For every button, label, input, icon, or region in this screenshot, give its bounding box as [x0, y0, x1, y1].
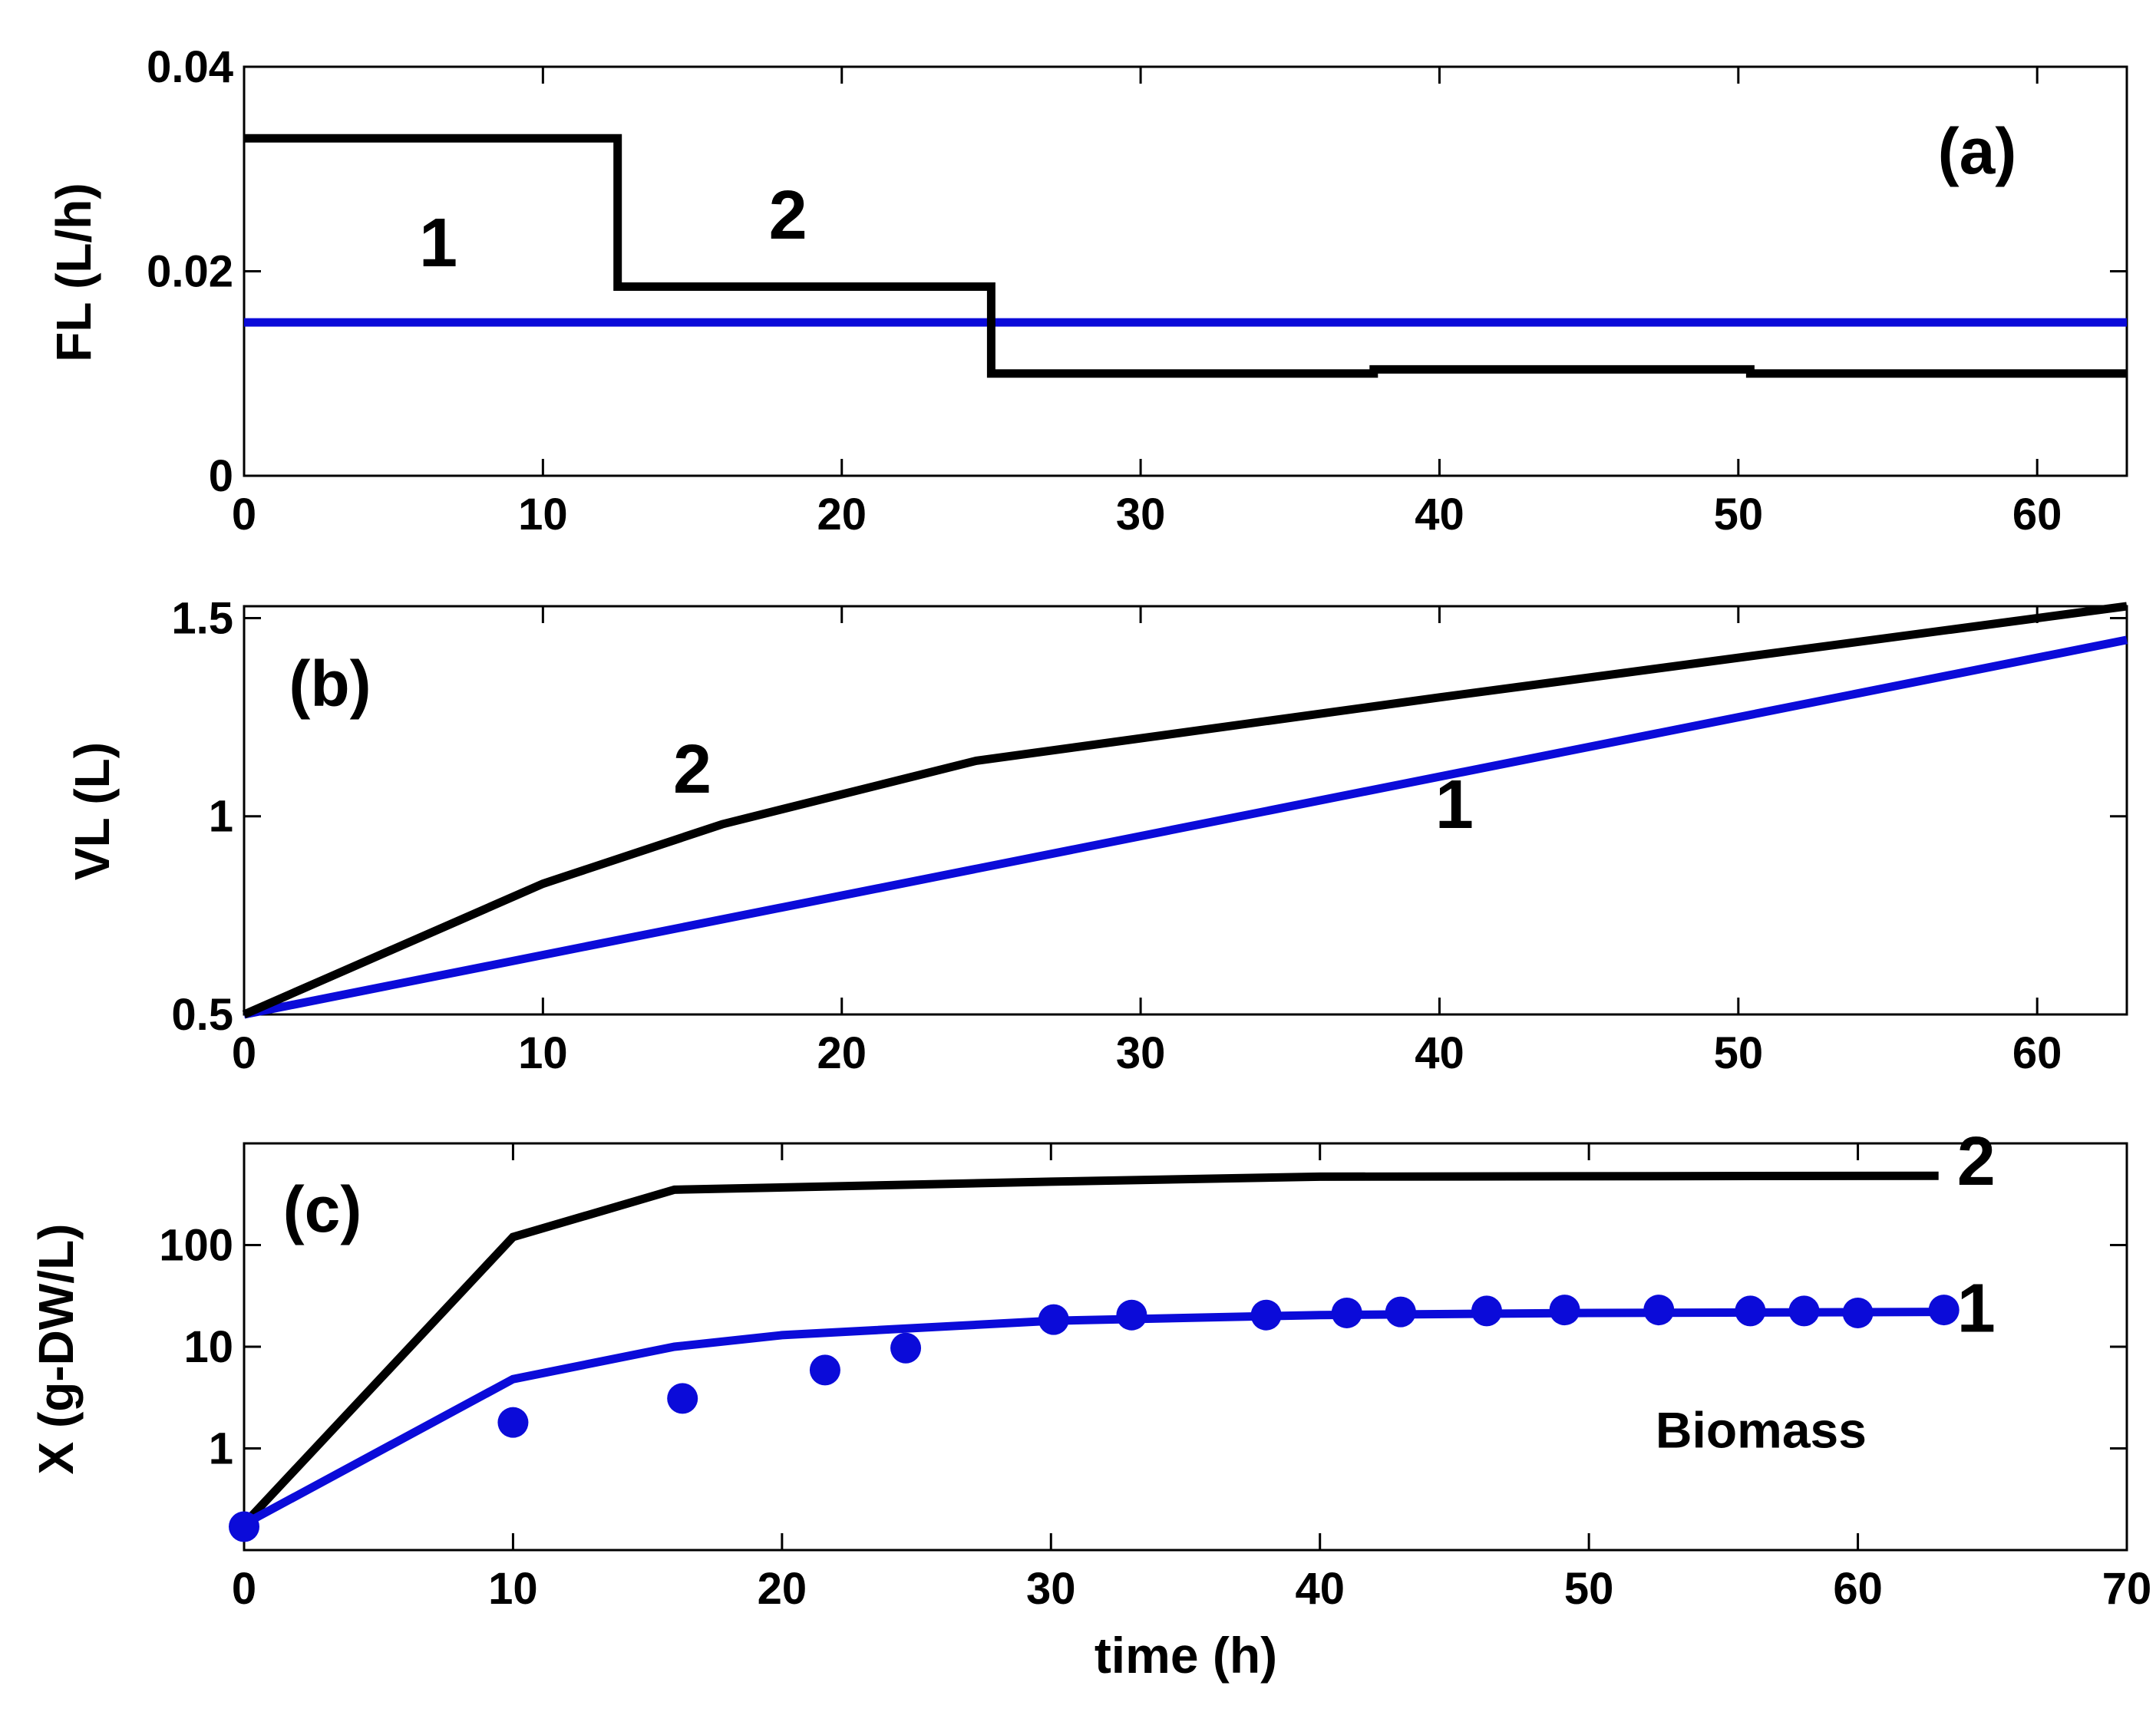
x-tick-label: 20 [758, 1564, 807, 1614]
x-tick-label: 10 [488, 1564, 538, 1614]
y-tick-label: 0.04 [147, 42, 233, 92]
data-point [1788, 1295, 1820, 1327]
series-line-2 [244, 134, 2127, 378]
annotation-label: Biomass [1656, 1401, 1867, 1458]
x-tick-label: 20 [817, 490, 867, 539]
data-point [1928, 1295, 1960, 1326]
axes-frame [243, 605, 2128, 1016]
y-axis-label: FL (L/h) [46, 183, 101, 361]
data-point [667, 1383, 698, 1414]
data-point [1471, 1295, 1502, 1327]
axes-frame [243, 1142, 2128, 1552]
y-tick-label: 1 [209, 1424, 233, 1474]
y-tick-label: 10 [183, 1322, 233, 1372]
axes-frame [243, 65, 2128, 477]
panel-b: VL (L) 0 10 20 30 40 50 60 0.5 1 1.5 2 1 (b) [64, 593, 2128, 1078]
curve-label: 1 [1435, 767, 1474, 843]
x-tick-label: 0 [232, 490, 256, 539]
y-tick-label: 0.02 [147, 247, 233, 297]
x-tick-label: 60 [2012, 490, 2062, 539]
data-point [1735, 1295, 1766, 1327]
x-tick-label: 10 [518, 490, 568, 539]
x-tick-label: 30 [1116, 1028, 1166, 1078]
y-axis-label: X (g-DW/L) [28, 1224, 84, 1475]
series-line-1 [243, 635, 2128, 1019]
curve-label: 1 [1957, 1271, 1996, 1347]
data-point [1643, 1295, 1675, 1326]
x-tick-label: 30 [1026, 1564, 1076, 1614]
plot-area: 0 10 20 30 40 50 60 0.5 1 1.5 2 1 [171, 593, 2128, 1078]
y-tick-label: 1 [209, 792, 233, 842]
curve-label: 2 [673, 731, 712, 808]
panel-c: X (g-DW/L) 0 10 20 30 40 50 60 70 1 10 100 2 1 Biomas… [28, 1123, 2151, 1684]
x-axis-label: time (h) [1095, 1627, 1277, 1684]
plot-area: 0 10 20 30 40 50 60 70 1 10 100 2 1 Biomass [159, 1123, 2151, 1614]
data-point [497, 1407, 529, 1438]
x-tick-label: 10 [518, 1028, 568, 1078]
series-line-2 [240, 1171, 1939, 1527]
panel-a: FL (L/h) 0 10 20 30 40 50 60 0 0.02 0.04 1 2 (a) [46, 42, 2128, 539]
series-line-2 [242, 602, 2128, 1019]
x-tick-label: 20 [817, 1028, 867, 1078]
x-tick-label: 50 [1564, 1564, 1614, 1614]
y-tick-label: 1.5 [171, 593, 233, 643]
panel-label: (c) [283, 1173, 362, 1245]
data-point [1116, 1299, 1147, 1331]
data-point [1250, 1299, 1282, 1331]
x-tick-label: 30 [1116, 490, 1166, 539]
panel-label: (a) [1938, 115, 2017, 187]
data-point [809, 1354, 840, 1386]
panel-label: (b) [289, 648, 371, 720]
data-point [890, 1332, 922, 1364]
x-tick-label: 0 [232, 1028, 256, 1078]
data-point [1842, 1297, 1874, 1328]
curve-label: 2 [1957, 1123, 1996, 1200]
data-point [1385, 1296, 1416, 1328]
data-point [229, 1511, 259, 1542]
y-tick-label: 100 [159, 1221, 233, 1271]
series-line-1 [242, 1308, 1939, 1529]
y-tick-label: 0 [209, 451, 233, 501]
x-tick-label: 40 [1415, 490, 1464, 539]
x-tick-label: 50 [1714, 1028, 1764, 1078]
x-tick-label: 40 [1415, 1028, 1464, 1078]
curve-label: 1 [419, 205, 457, 282]
plot-area: 0 10 20 30 40 50 60 0 0.02 0.04 1 2 [147, 42, 2128, 539]
data-point [1038, 1304, 1069, 1335]
y-axis-label: VL (L) [64, 742, 120, 880]
x-tick-label: 0 [232, 1564, 256, 1614]
x-tick-label: 50 [1714, 490, 1764, 539]
data-point [1549, 1295, 1580, 1326]
data-point [1331, 1297, 1362, 1328]
y-tick-label: 0.5 [171, 990, 233, 1040]
curve-label: 2 [769, 177, 807, 254]
x-tick-label: 40 [1295, 1564, 1345, 1614]
x-tick-label: 60 [2012, 1028, 2062, 1078]
x-tick-label: 60 [1833, 1564, 1883, 1614]
x-tick-label: 70 [2102, 1564, 2152, 1614]
